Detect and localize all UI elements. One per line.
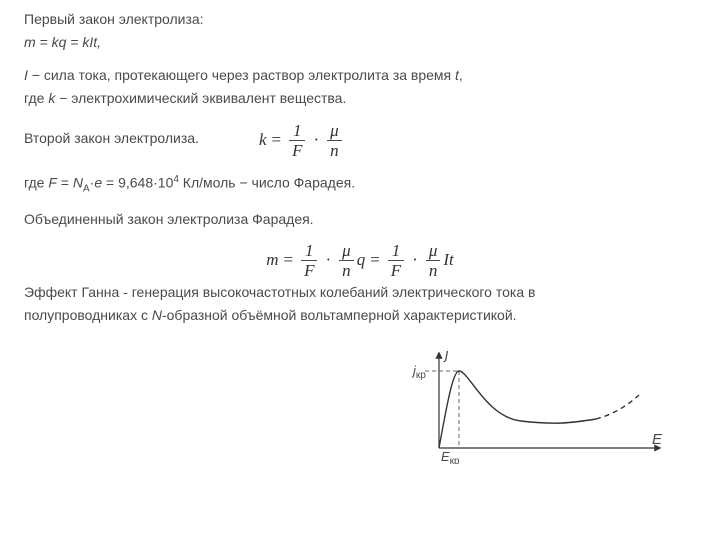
gunn-line2: полупроводниках с N-образной объёмной во… — [24, 306, 696, 325]
i-description: I − сила тока, протекающего через раство… — [24, 66, 696, 85]
svg-text:E: E — [652, 431, 663, 448]
formula-m-row: m = 1F · μn q = 1F · μn It — [24, 242, 696, 279]
law1-title: Первый закон электролиза: — [24, 10, 696, 29]
formula-k: k = 1F · μn — [259, 122, 345, 159]
k-description: где k − электрохимический эквивалент вещ… — [24, 89, 696, 108]
svg-text:Eкр: Eкр — [441, 449, 460, 464]
faraday-line: где F = NA·e = 9,648·104 Кл/моль − число… — [24, 173, 696, 196]
law1-formula: m = kq = kIt, — [24, 33, 696, 52]
iv-chart-wrap: j jкр E Eкр — [24, 349, 696, 464]
iv-curve-chart: j jкр E Eкр — [411, 349, 666, 464]
gunn-effect-block: Эффект Ганна - генерация высокочастотных… — [24, 283, 696, 325]
formula-m: m = 1F · μn q = 1F · μn It — [266, 242, 454, 279]
i-description-block: I − сила тока, протекающего через раство… — [24, 66, 696, 108]
combined-law-text: Объединенный закон электролиза Фарадея. — [24, 210, 696, 229]
combined-law-title: Объединенный закон электролиза Фарадея. — [24, 210, 696, 229]
faraday-number: где F = NA·e = 9,648·104 Кл/моль − число… — [24, 173, 696, 196]
svg-text:j: j — [443, 349, 449, 363]
document-body: Первый закон электролиза: m = kq = kIt, … — [0, 0, 720, 474]
law2-row: Второй закон электролиза. k = 1F · μn — [24, 122, 696, 159]
svg-text:jкр: jкр — [411, 363, 426, 381]
law1-block: Первый закон электролиза: m = kq = kIt, — [24, 10, 696, 52]
gunn-line1: Эффект Ганна - генерация высокочастотных… — [24, 283, 696, 302]
law2-title: Второй закон электролиза. — [24, 129, 199, 148]
